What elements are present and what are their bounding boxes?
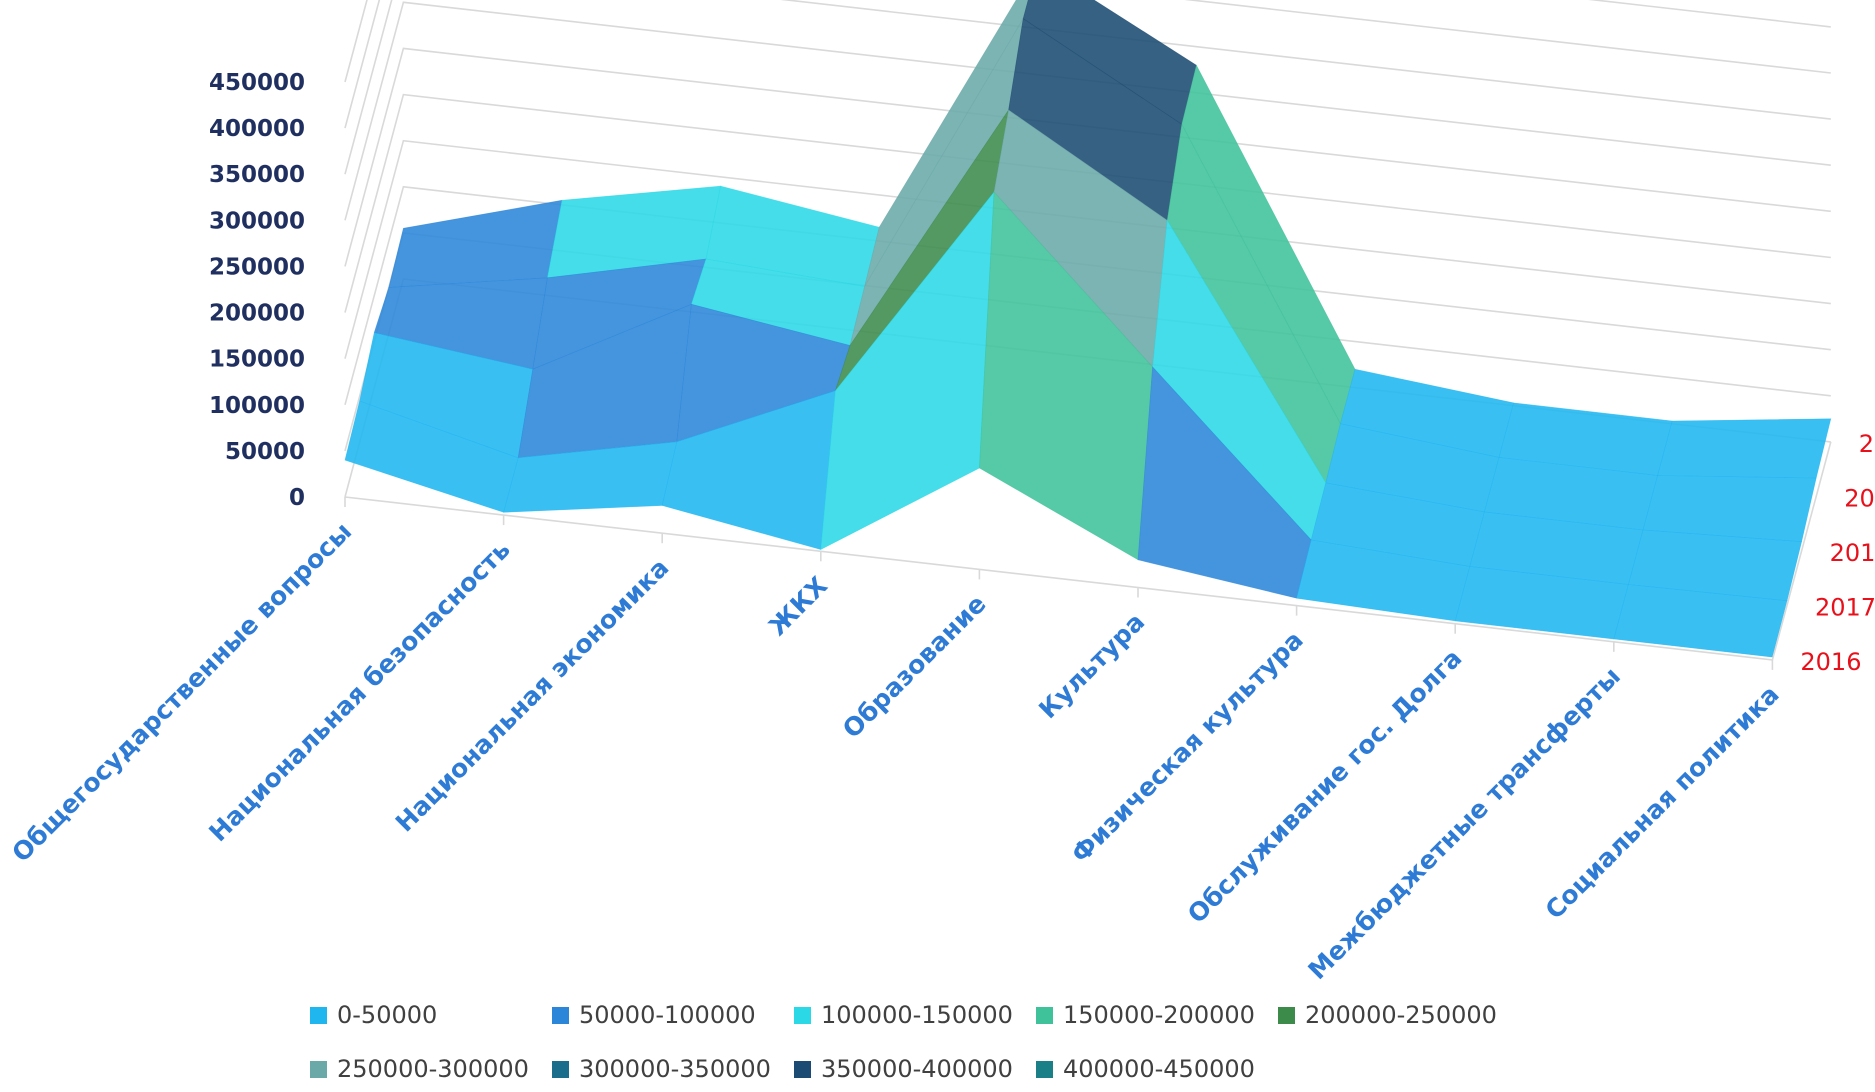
legend-swatch: [794, 1061, 811, 1078]
z-tick-label: 200000: [209, 301, 305, 327]
z-tick-label: 100000: [209, 393, 305, 419]
legend-swatch: [552, 1007, 569, 1024]
legend-item: 400000-450000: [1036, 1055, 1255, 1083]
x-tick-label: ЖКХ: [763, 571, 833, 641]
legend-swatch: [1036, 1007, 1053, 1024]
legend: 0-50000 50000-100000 100000-150000 150000-2…: [310, 1001, 1497, 1083]
y-tick-label: 2017: [1815, 593, 1875, 621]
legend-label: 50000-100000: [579, 1001, 756, 1029]
x-tick-label: Национальная экономика: [390, 553, 675, 838]
legend-item: 250000-300000: [310, 1055, 529, 1083]
z-axis-tick-labels: 0 50000 100000 150000 200000 250000 300000 3500…: [209, 70, 305, 511]
legend-label: 350000-400000: [821, 1055, 1013, 1083]
z-tick-label: 300000: [209, 208, 305, 234]
legend-item: 50000-100000: [552, 1001, 756, 1029]
x-tick-label: Образование: [837, 589, 992, 744]
legend-item: 300000-350000: [552, 1055, 771, 1083]
x-tick-label: Обслуживание гос. Долга: [1182, 643, 1467, 928]
gridline: [344, 0, 1831, 175]
legend-label: 150000-200000: [1063, 1001, 1255, 1029]
surface-cell: [388, 199, 563, 288]
axes: [344, 441, 1832, 670]
z-tick-label: 450000: [209, 70, 305, 96]
legend-item: 150000-200000: [1036, 1001, 1255, 1029]
surface-plot: [344, 0, 1832, 658]
x-tick-label: Общегосударственные вопросы: [6, 517, 357, 868]
legend-swatch: [1278, 1007, 1295, 1024]
y-axis-line: [1771, 441, 1832, 661]
legend-item: 0-50000: [310, 1001, 437, 1029]
legend-label: 250000-300000: [337, 1055, 529, 1083]
x-axis-line: [344, 496, 1773, 661]
z-tick-label: 350000: [209, 162, 305, 188]
legend-label: 100000-150000: [821, 1001, 1013, 1029]
legend-label: 0-50000: [337, 1001, 437, 1029]
y-tick-label: 2016: [1800, 648, 1861, 676]
x-tick-label: Национальная безопасность: [203, 535, 515, 847]
gridline: [344, 93, 1831, 313]
legend-swatch: [1036, 1061, 1053, 1078]
z-tick-label: 250000: [209, 254, 305, 280]
z-tick-label: 150000: [209, 347, 305, 373]
gridline: [344, 47, 1831, 267]
z-tick-label: 400000: [209, 116, 305, 142]
surface-cell: [1613, 584, 1788, 658]
surface-cell: [1657, 418, 1832, 479]
legend-swatch: [794, 1007, 811, 1024]
gridline: [344, 1, 1831, 221]
legend-label: 200000-250000: [1305, 1001, 1497, 1029]
gridline: [344, 185, 1831, 406]
gridline: [344, 0, 1831, 83]
legend-item: 200000-250000: [1278, 1001, 1497, 1029]
z-tick-label: 0: [289, 485, 305, 511]
legend-item: 100000-150000: [794, 1001, 1013, 1029]
legend-item: 350000-400000: [794, 1055, 1013, 1083]
legend-label: 400000-450000: [1063, 1055, 1255, 1083]
z-tick-label: 50000: [225, 439, 305, 465]
y-tick-label: 2019: [1844, 484, 1875, 512]
gridline: [344, 139, 1831, 359]
x-tick-label: Межбюджетные трансферты: [1302, 662, 1626, 986]
legend-swatch: [552, 1061, 569, 1078]
legend-swatch: [310, 1007, 327, 1024]
legend-label: 300000-350000: [579, 1055, 771, 1083]
x-tick-label: Культура: [1033, 607, 1150, 724]
y-tick-label: 2018: [1830, 539, 1875, 567]
gridline: [344, 0, 1831, 129]
legend-swatch: [310, 1061, 327, 1078]
